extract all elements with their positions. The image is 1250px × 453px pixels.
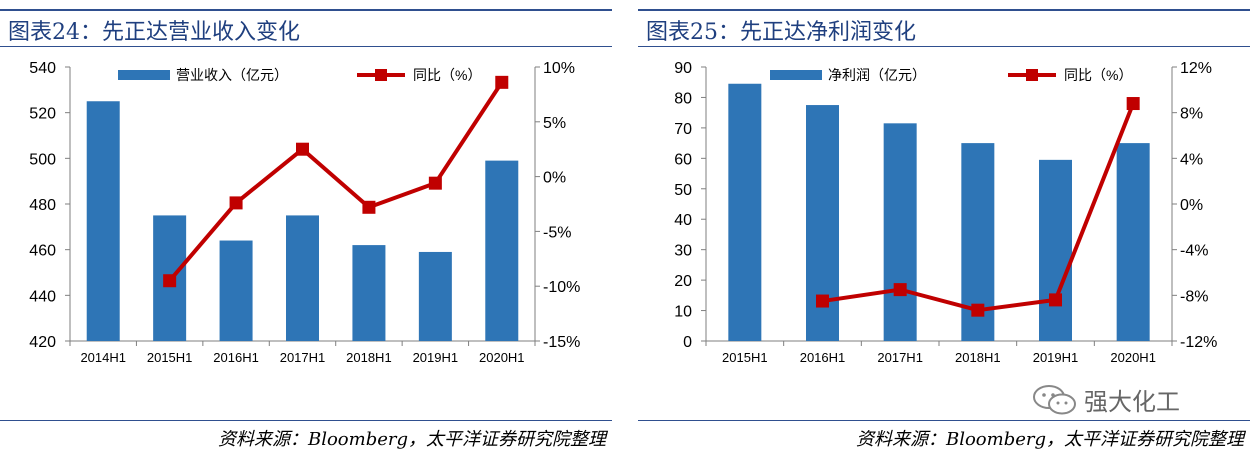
x-tick-label: 2018H1 <box>346 350 392 365</box>
bar <box>86 101 120 341</box>
y-left-tick-label: 520 <box>29 106 56 123</box>
wechat-icon <box>1033 385 1076 415</box>
bar <box>219 240 253 341</box>
line-marker <box>971 303 985 317</box>
line-marker <box>163 274 177 288</box>
y-right-tick-label: 4% <box>1180 151 1203 168</box>
line-marker <box>296 142 309 156</box>
bar <box>1116 143 1150 341</box>
x-tick-label: 2016H1 <box>213 350 259 365</box>
legend-label-line: 同比（%） <box>1064 67 1132 83</box>
y-right-tick-label: -10% <box>543 279 580 296</box>
x-tick-label: 2018H1 <box>955 350 1001 365</box>
y-left-tick-label: 440 <box>29 288 56 305</box>
y-right-tick-label: 5% <box>543 115 566 132</box>
source-note: 资料来源：Bloomberg，太平洋证券研究院整理 <box>217 429 606 450</box>
source-rule <box>0 420 612 421</box>
line-series <box>168 81 504 283</box>
title-bottom-rule <box>638 46 1250 47</box>
line-marker <box>1126 97 1140 111</box>
bar <box>1039 159 1072 341</box>
wechat-watermark: 强大化工 <box>1032 380 1222 420</box>
legend-label-bar: 净利润（亿元） <box>828 67 926 83</box>
y-right-tick-label: -4% <box>1180 243 1208 260</box>
y-left-tick-label: 0 <box>683 334 692 351</box>
bar <box>286 215 319 341</box>
line-marker <box>428 176 442 190</box>
y-left-tick-label: 480 <box>29 197 56 214</box>
y-right-tick-label: -5% <box>543 224 571 241</box>
x-tick-label: 2015H1 <box>147 350 193 365</box>
source-note: 资料来源：Bloomberg，太平洋证券研究院整理 <box>855 429 1244 450</box>
line-marker <box>362 200 376 214</box>
y-left-tick-label: 80 <box>674 90 692 107</box>
watermark-text: 强大化工 <box>1084 388 1180 416</box>
y-left-tick-label: 540 <box>29 60 56 77</box>
y-right-tick-label: -12% <box>1180 334 1217 351</box>
title-top-rule <box>638 9 1250 11</box>
x-tick-label: 2014H1 <box>80 350 126 365</box>
y-left-tick-label: 70 <box>674 121 692 138</box>
legend-swatch-bar <box>770 70 822 80</box>
y-right-tick-label: -15% <box>543 334 580 351</box>
legend-swatch-marker <box>375 69 387 81</box>
title-top-rule <box>0 9 612 11</box>
bar <box>352 245 386 341</box>
legend-swatch-marker <box>1026 69 1038 81</box>
x-tick-label: 2020H1 <box>479 350 525 365</box>
y-left-tick-label: 420 <box>29 334 56 351</box>
x-tick-label: 2020H1 <box>1110 350 1156 365</box>
chart-title: 图表25：先正达净利润变化 <box>646 20 916 45</box>
y-left-tick-label: 460 <box>29 243 56 260</box>
line-marker <box>1049 293 1062 307</box>
chart-panel-net-profit: 图表25：先正达净利润变化 0 10 20 30 40 50 60 70 80 90 -12% -8%… <box>638 0 1250 453</box>
y-left-tick-label: 500 <box>29 151 56 168</box>
y-right-tick-label: 8% <box>1180 106 1203 123</box>
line-marker <box>816 294 829 308</box>
x-tick-label: 2015H1 <box>722 350 768 365</box>
legend-label-line: 同比（%） <box>413 67 481 83</box>
y-left-tick-label: 40 <box>674 212 692 229</box>
net-profit-chart: 0 10 20 30 40 50 60 70 80 90 -12% -8% -4% 0% 4% 8% 12% 20… <box>674 60 1217 365</box>
x-tick-label: 2019H1 <box>1033 350 1079 365</box>
y-left-tick-label: 30 <box>674 243 692 260</box>
legend-label-bar: 营业收入（亿元） <box>176 67 288 83</box>
y-right-tick-label: -8% <box>1180 288 1208 305</box>
y-left-tick-label: 20 <box>674 273 692 290</box>
bar <box>883 123 917 341</box>
y-right-tick-label: 0% <box>1180 197 1203 214</box>
chart-title: 图表24：先正达营业收入变化 <box>8 20 300 45</box>
y-left-tick-label: 50 <box>674 182 692 199</box>
y-left-tick-label: 10 <box>674 304 692 321</box>
line-marker <box>229 196 243 210</box>
line-marker <box>495 75 509 89</box>
chart-panel-revenue: 图表24：先正达营业收入变化 420 440 460 480 500 520 540 -15%… <box>0 0 612 453</box>
y-right-tick-label: 10% <box>543 60 575 77</box>
bar <box>485 160 519 341</box>
y-left-tick-label: 60 <box>674 151 692 168</box>
bar <box>728 83 762 341</box>
legend-swatch-bar <box>118 70 170 80</box>
revenue-chart: 420 440 460 480 500 520 540 -15% -10% -5% 0% 5% 10% 2… <box>29 60 580 365</box>
bar <box>418 251 452 341</box>
y-left-tick-label: 90 <box>674 60 692 77</box>
x-tick-label: 2019H1 <box>413 350 459 365</box>
title-bottom-rule <box>0 46 612 47</box>
x-tick-label: 2016H1 <box>800 350 846 365</box>
x-tick-label: 2017H1 <box>877 350 923 365</box>
x-tick-label: 2017H1 <box>280 350 326 365</box>
source-rule <box>638 420 1250 421</box>
y-right-tick-label: 0% <box>543 170 566 187</box>
line-marker <box>893 283 907 297</box>
y-right-tick-label: 12% <box>1180 60 1212 77</box>
